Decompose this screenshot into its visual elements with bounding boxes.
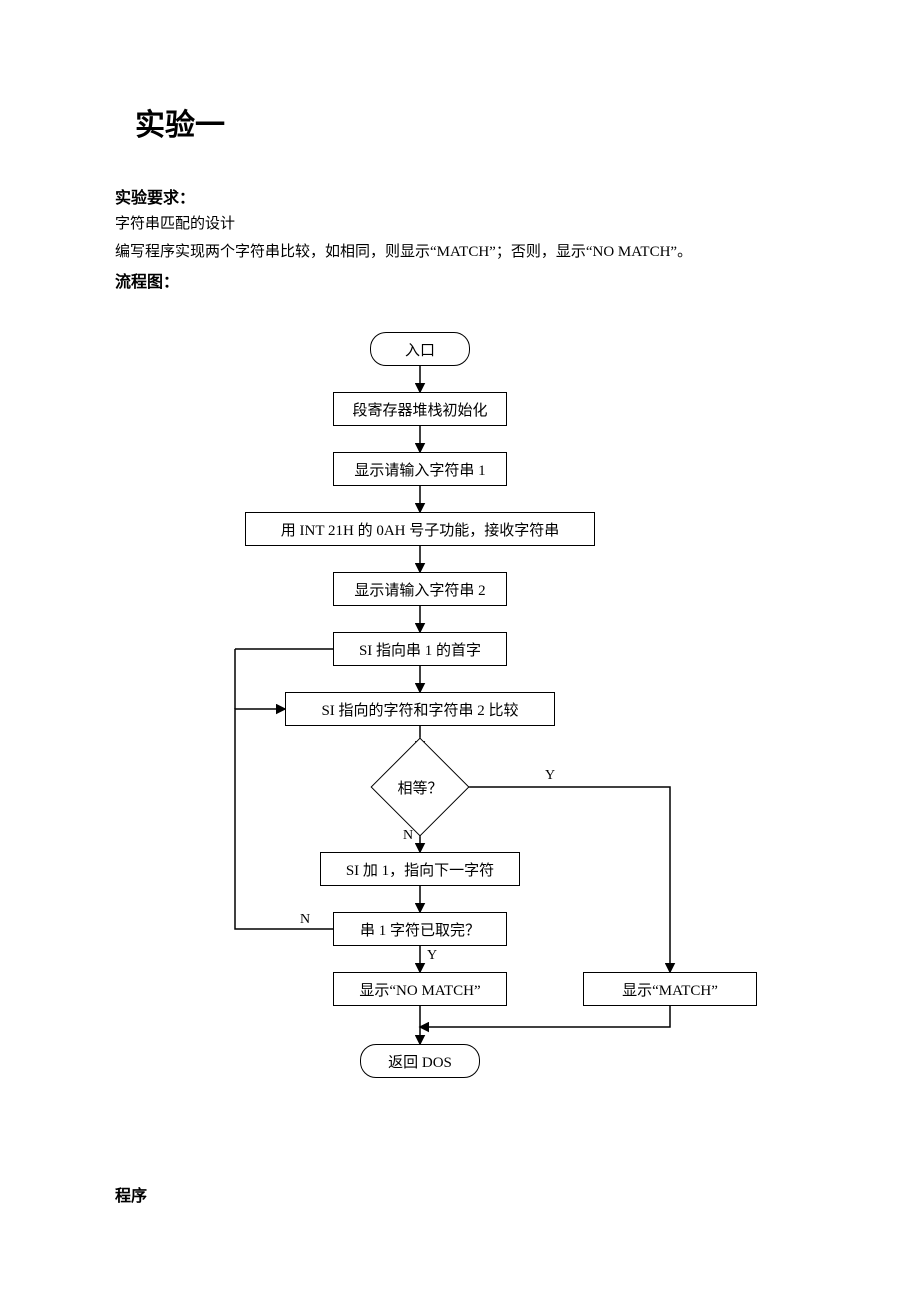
edge-label-done-y: Y	[427, 948, 437, 964]
node-prompt-2: 显示请输入字符串 2	[333, 572, 507, 606]
node-int21: 用 INT 21H 的 0AH 号子功能，接收字符串	[245, 512, 595, 546]
edge-label-equal-n: N	[403, 828, 413, 844]
node-equal-label: 相等？	[397, 777, 442, 798]
requirements-heading: 实验要求：	[115, 184, 805, 208]
node-si-first: SI 指向串 1 的首字	[333, 632, 507, 666]
node-prompt-1: 显示请输入字符串 1	[333, 452, 507, 486]
node-return: 返回 DOS	[360, 1044, 480, 1078]
node-init: 段寄存器堆栈初始化	[333, 392, 507, 426]
flowchart: 入口 段寄存器堆栈初始化 显示请输入字符串 1 用 INT 21H 的 0AH …	[115, 332, 815, 1102]
edge-label-equal-y: Y	[545, 768, 555, 784]
node-entry: 入口	[370, 332, 470, 366]
flowchart-heading: 流程图：	[115, 268, 805, 292]
page-title: 实验一	[135, 100, 805, 144]
node-equal-decision: 相等？	[385, 752, 455, 822]
node-si-inc: SI 加 1，指向下一字符	[320, 852, 520, 886]
node-match: 显示“MATCH”	[583, 972, 757, 1006]
requirements-line-2: 编写程序实现两个字符串比较，如相同，则显示“MATCH”；否则，显示“NO MA…	[115, 240, 805, 264]
node-done-decision: 串 1 字符已取完？	[333, 912, 507, 946]
requirements-line-1: 字符串匹配的设计	[115, 212, 805, 236]
node-no-match: 显示“NO MATCH”	[333, 972, 507, 1006]
edge-label-done-n: N	[300, 912, 310, 928]
program-heading: 程序	[115, 1182, 805, 1206]
node-compare: SI 指向的字符和字符串 2 比较	[285, 692, 555, 726]
